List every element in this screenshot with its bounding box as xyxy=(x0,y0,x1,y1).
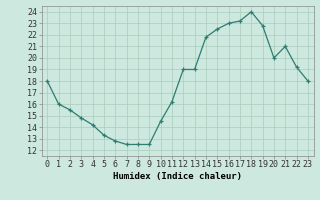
X-axis label: Humidex (Indice chaleur): Humidex (Indice chaleur) xyxy=(113,172,242,181)
